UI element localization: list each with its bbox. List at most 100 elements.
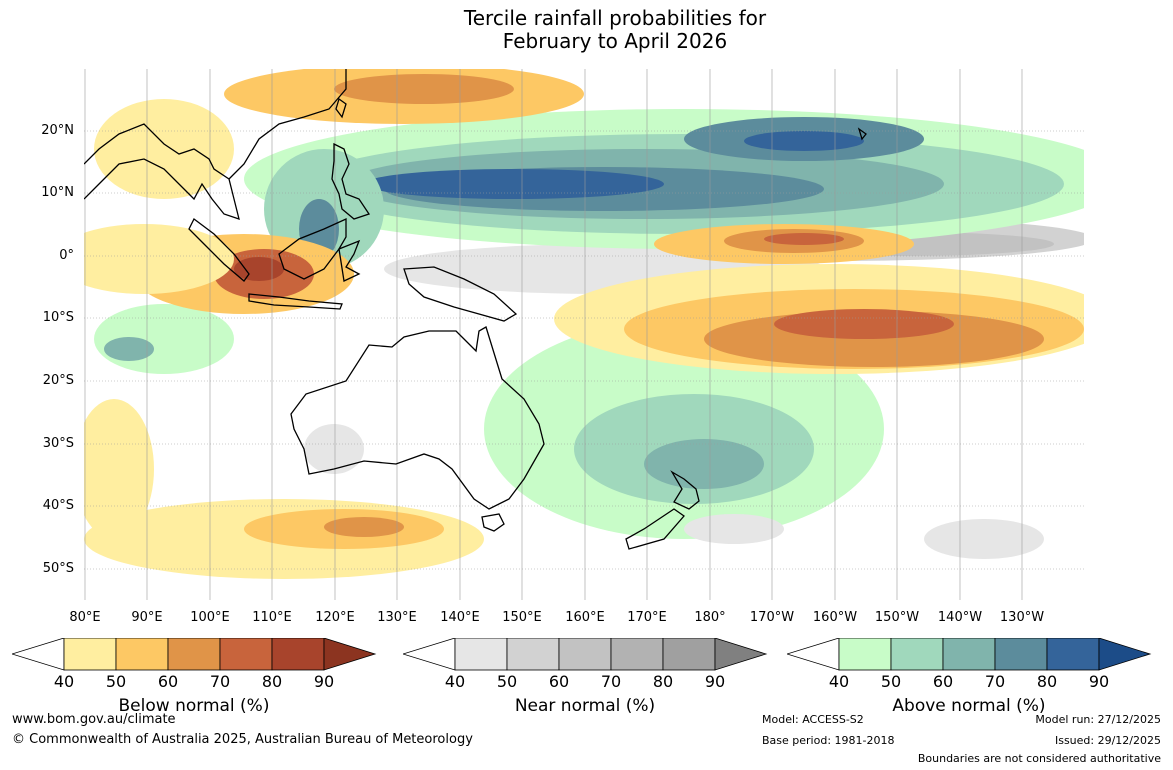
probability-region bbox=[84, 399, 154, 539]
probability-region bbox=[764, 233, 844, 245]
lat-label: 10°S bbox=[42, 310, 74, 325]
map-title-line1: Tercile rainfall probabilities for bbox=[463, 6, 767, 30]
australia-coastline bbox=[290, 326, 545, 510]
probability-region bbox=[364, 169, 664, 199]
borneo-coastline bbox=[278, 217, 347, 280]
colorbar-tick: 50 bbox=[880, 672, 902, 691]
website-text: www.bom.gov.au/climate bbox=[12, 712, 176, 727]
colorbar bbox=[403, 638, 768, 671]
lon-label: 140°W bbox=[937, 610, 983, 625]
colorbar-tick: 40 bbox=[444, 672, 466, 691]
lon-label: 100°E bbox=[190, 610, 230, 625]
colorbar-segment bbox=[63, 638, 117, 671]
colorbar-low-arrow bbox=[403, 638, 456, 671]
colorbar-tick: 80 bbox=[652, 672, 674, 691]
lon-label: 140°E bbox=[440, 610, 480, 625]
colorbar-segment bbox=[662, 638, 716, 671]
probability-region bbox=[684, 514, 784, 544]
china-coastline bbox=[228, 69, 347, 180]
colorbar-tick: 70 bbox=[209, 672, 231, 691]
probability-region bbox=[324, 517, 404, 537]
tasmania-coastline bbox=[481, 513, 505, 532]
lon-label: 150°W bbox=[874, 610, 920, 625]
colorbar-segment bbox=[942, 638, 996, 671]
colorbar-segment bbox=[454, 638, 508, 671]
colorbar-title: Near normal (%) bbox=[514, 696, 656, 716]
map-title-line2: February to April 2026 bbox=[502, 29, 728, 53]
lon-label: 180° bbox=[694, 610, 726, 625]
colorbar bbox=[787, 638, 1152, 671]
lat-label: 0° bbox=[59, 248, 74, 263]
colorbar-tick: 80 bbox=[261, 672, 283, 691]
colorbar-high-arrow bbox=[1098, 638, 1152, 671]
new-zealand-south-coastline bbox=[625, 508, 685, 550]
sulawesi-coastline bbox=[338, 239, 361, 282]
colorbar-tick: 90 bbox=[704, 672, 726, 691]
hawaii-coastline bbox=[857, 127, 867, 141]
lon-label: 130°E bbox=[377, 610, 417, 625]
probability-region bbox=[774, 309, 954, 339]
colorbar-tick: 40 bbox=[828, 672, 850, 691]
colorbar-low-arrow bbox=[787, 638, 840, 671]
probability-region bbox=[94, 99, 234, 199]
copyright-text: © Commonwealth of Australia 2025, Austra… bbox=[12, 732, 473, 747]
colorbar-high-arrow bbox=[714, 638, 768, 671]
probability-region bbox=[304, 424, 364, 474]
new-guinea-coastline bbox=[403, 266, 518, 322]
colorbar-tick: 50 bbox=[496, 672, 518, 691]
sumatra-coastline bbox=[188, 218, 250, 282]
base-period-text: Base period: 1981-2018 bbox=[762, 734, 895, 747]
lat-label: 10°N bbox=[41, 185, 74, 200]
colorbar-title: Below normal (%) bbox=[118, 696, 270, 716]
probability-region bbox=[84, 224, 234, 294]
colorbar-high-arrow bbox=[323, 638, 377, 671]
lon-label: 160°E bbox=[565, 610, 605, 625]
colorbar bbox=[12, 638, 377, 671]
probability-region bbox=[234, 257, 284, 281]
philippines-coastline bbox=[331, 142, 371, 220]
probability-region bbox=[924, 519, 1044, 559]
lon-label: 110°E bbox=[252, 610, 292, 625]
colorbar-segment bbox=[994, 638, 1048, 671]
colorbar-tick: 40 bbox=[53, 672, 75, 691]
colorbar-tick: 90 bbox=[1088, 672, 1110, 691]
colorbar-tick: 60 bbox=[157, 672, 179, 691]
colorbar-tick: 80 bbox=[1036, 672, 1058, 691]
probability-region bbox=[334, 74, 514, 104]
lat-label: 40°S bbox=[42, 498, 74, 513]
lon-label: 170°E bbox=[627, 610, 667, 625]
lon-label: 90°E bbox=[131, 610, 163, 625]
lon-label: 120°E bbox=[315, 610, 355, 625]
java-coastline bbox=[248, 293, 343, 310]
colorbar-segment bbox=[271, 638, 325, 671]
colorbar-segment bbox=[219, 638, 273, 671]
lat-label: 30°S bbox=[42, 436, 74, 451]
colorbar-segment bbox=[890, 638, 944, 671]
lat-label: 50°S bbox=[42, 561, 74, 576]
lon-label: 170°W bbox=[749, 610, 795, 625]
colorbar-tick: 50 bbox=[105, 672, 127, 691]
colorbar-tick: 90 bbox=[313, 672, 335, 691]
colorbar-tick: 70 bbox=[600, 672, 622, 691]
lat-label: 20°N bbox=[41, 123, 74, 138]
lon-label: 160°W bbox=[812, 610, 858, 625]
colorbar-segment bbox=[838, 638, 892, 671]
model-text: Model: ACCESS-S2 bbox=[762, 713, 864, 726]
new-zealand-coastline bbox=[670, 470, 700, 510]
colorbar-segment bbox=[610, 638, 664, 671]
colorbar-low-arrow bbox=[12, 638, 65, 671]
disclaimer-text: Boundaries are not considered authoritat… bbox=[917, 752, 1161, 765]
colorbar-segment bbox=[167, 638, 221, 671]
taiwan-coastline bbox=[335, 97, 347, 119]
colorbar-segment bbox=[506, 638, 560, 671]
lat-label: 20°S bbox=[42, 373, 74, 388]
probability-region bbox=[744, 131, 864, 151]
colorbar-segment bbox=[115, 638, 169, 671]
lon-label: 80°E bbox=[69, 610, 101, 625]
colorbar-segment bbox=[1046, 638, 1100, 671]
colorbar-title: Above normal (%) bbox=[892, 696, 1046, 716]
model-run-text: Model run: 27/12/2025 bbox=[1035, 713, 1161, 726]
se-asia-coastline bbox=[84, 123, 240, 220]
issued-text: Issued: 29/12/2025 bbox=[1054, 734, 1161, 747]
colorbar-tick: 70 bbox=[984, 672, 1006, 691]
